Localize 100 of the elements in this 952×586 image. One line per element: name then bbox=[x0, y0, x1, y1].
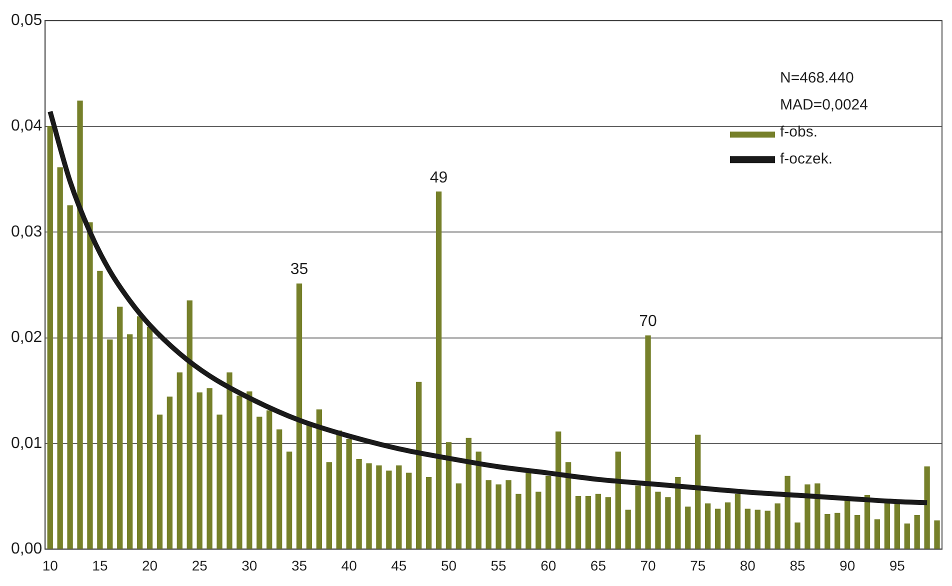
bar bbox=[744, 508, 751, 550]
bar bbox=[645, 335, 651, 550]
bar bbox=[784, 476, 790, 550]
bar bbox=[47, 126, 53, 550]
y-tick-label: 0,05 bbox=[11, 12, 42, 30]
bar bbox=[396, 465, 402, 550]
bar bbox=[724, 502, 731, 550]
bar bbox=[226, 372, 232, 550]
x-tick-label: 15 bbox=[92, 557, 108, 574]
x-tick-label: 35 bbox=[291, 557, 308, 574]
x-tick-label: 85 bbox=[790, 557, 806, 574]
bar bbox=[426, 476, 432, 550]
bar bbox=[685, 506, 691, 550]
bar bbox=[376, 465, 382, 550]
bar bbox=[316, 409, 322, 550]
bar bbox=[366, 463, 372, 550]
x-tick-label: 95 bbox=[889, 557, 906, 574]
bar bbox=[754, 510, 760, 550]
annotation: MAD=0,0024 bbox=[780, 96, 868, 114]
bar bbox=[246, 391, 252, 550]
bar bbox=[764, 510, 770, 550]
bar bbox=[506, 480, 512, 550]
bar bbox=[894, 502, 900, 550]
bar bbox=[416, 382, 422, 550]
bar bbox=[665, 497, 671, 550]
bar bbox=[615, 452, 621, 550]
bar bbox=[804, 484, 810, 550]
bar bbox=[605, 497, 611, 550]
bar bbox=[585, 496, 592, 550]
x-tick-label: 90 bbox=[840, 557, 856, 574]
x-tick-label: 30 bbox=[242, 557, 258, 574]
bar bbox=[77, 100, 83, 550]
annotation: N=468.440 bbox=[780, 70, 854, 87]
bar bbox=[466, 438, 472, 550]
bar bbox=[575, 496, 582, 550]
bar bbox=[625, 510, 631, 550]
bar bbox=[117, 306, 123, 550]
bar bbox=[814, 483, 820, 550]
bar bbox=[57, 167, 63, 550]
bar bbox=[386, 470, 392, 550]
x-tick-label: 10 bbox=[42, 557, 58, 574]
legend-label: f-obs. bbox=[780, 124, 818, 141]
bar bbox=[884, 502, 890, 550]
bar bbox=[924, 466, 930, 550]
bar bbox=[695, 434, 701, 550]
bar bbox=[824, 514, 830, 550]
bar bbox=[914, 515, 920, 550]
bar bbox=[67, 205, 73, 550]
bar bbox=[595, 494, 602, 550]
x-tick-label: 70 bbox=[640, 557, 656, 574]
x-tick-label: 20 bbox=[142, 557, 158, 574]
annotation: 70 bbox=[639, 313, 658, 330]
x-tick-label: 80 bbox=[740, 557, 756, 574]
bar bbox=[456, 483, 462, 550]
bar bbox=[186, 300, 192, 550]
x-tick-label: 40 bbox=[341, 557, 358, 574]
bar bbox=[854, 515, 860, 550]
y-tick-label: 0,01 bbox=[11, 434, 42, 452]
bar bbox=[655, 492, 661, 550]
bar bbox=[476, 452, 482, 550]
y-tick-label: 0,04 bbox=[11, 118, 42, 135]
bar bbox=[844, 500, 850, 550]
bar bbox=[206, 388, 212, 550]
bar bbox=[127, 334, 133, 550]
bar bbox=[834, 512, 840, 550]
y-tick-label: 0,00 bbox=[11, 540, 42, 558]
bar bbox=[306, 425, 312, 550]
bar bbox=[296, 284, 302, 550]
x-tick-label: 25 bbox=[192, 557, 208, 574]
bar bbox=[934, 520, 940, 550]
bar bbox=[496, 484, 502, 550]
x-tick-label: 50 bbox=[440, 557, 457, 574]
x-tick-label: 65 bbox=[590, 557, 606, 574]
bar bbox=[336, 430, 342, 550]
bar bbox=[904, 523, 910, 550]
annotation: 49 bbox=[430, 169, 448, 186]
bar bbox=[216, 414, 222, 550]
bar bbox=[266, 410, 272, 550]
bar bbox=[874, 519, 880, 550]
bar bbox=[774, 503, 780, 550]
bar bbox=[176, 372, 182, 550]
bar bbox=[635, 485, 641, 550]
bar bbox=[794, 522, 800, 550]
bar bbox=[556, 432, 562, 550]
y-tick-label: 0,03 bbox=[11, 223, 42, 240]
legend-label: f-oczek. bbox=[780, 150, 833, 168]
bar bbox=[675, 476, 681, 550]
bar bbox=[346, 438, 352, 550]
bar bbox=[406, 472, 412, 550]
x-tick-label: 60 bbox=[540, 557, 556, 574]
bar bbox=[565, 462, 572, 550]
bar bbox=[136, 316, 143, 550]
bar bbox=[236, 396, 242, 550]
bar bbox=[436, 192, 442, 550]
bar bbox=[107, 340, 113, 550]
bar bbox=[256, 416, 262, 550]
bar bbox=[546, 476, 552, 550]
bar bbox=[166, 396, 173, 550]
bar bbox=[714, 508, 721, 550]
bar bbox=[87, 222, 93, 550]
